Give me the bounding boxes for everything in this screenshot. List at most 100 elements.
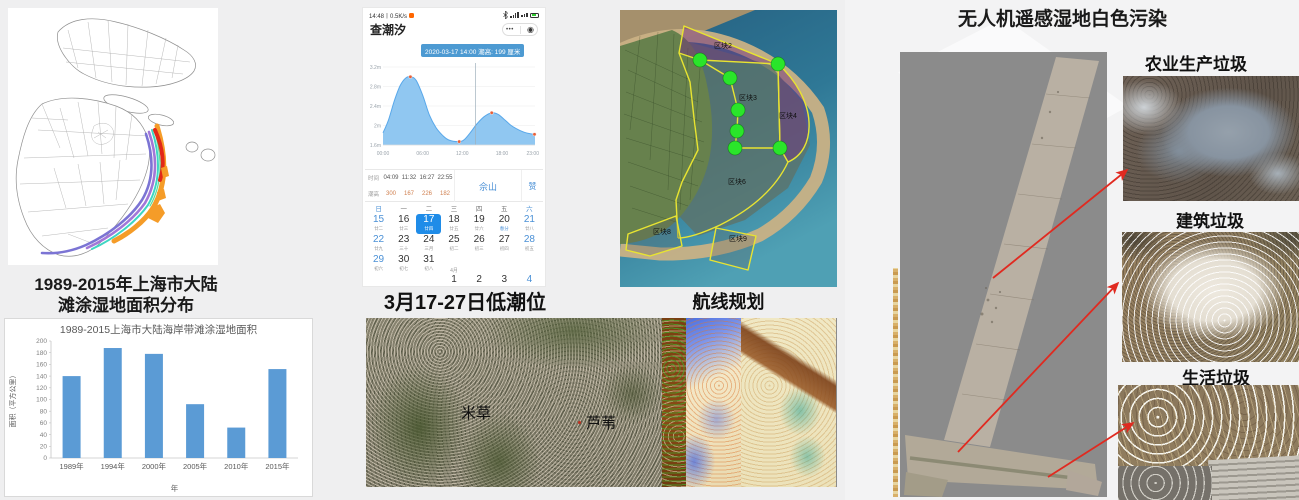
household-waste-photo — [1118, 385, 1299, 500]
waypoint-dot[interactable] — [730, 102, 746, 118]
tide-extremes-table: 时间 04:09 11:32 16:27 22:55 佘山 赞 潮高 300 1… — [365, 169, 543, 202]
tide-curve-chart[interactable]: 3.2m 2.8m 2.4m 2m 1.6m 00:00 06:00 12:00 18:00 23… — [365, 55, 541, 167]
calendar-day[interactable]: 28 初五 — [523, 234, 535, 251]
table-cell: 22:55 — [437, 175, 453, 181]
classification-strip-3 — [741, 318, 836, 487]
construction-waste-photo — [1122, 232, 1299, 362]
calendar-day[interactable]: 4月 1 — [450, 268, 458, 285]
calendar-day[interactable]: 27 初四 — [498, 234, 510, 251]
block-labels: 区块2 区块3 区块4 区块6 区块8 区块9 — [653, 41, 797, 243]
flight-route-map: 区块2 区块3 区块4 区块6 区块8 区块9 — [617, 10, 837, 287]
bluetooth-icon — [503, 11, 508, 19]
vegetation-photo: 米草 芦苇 — [366, 318, 662, 487]
submerged-flats — [678, 40, 810, 236]
table-header-height: 潮高 — [367, 192, 379, 198]
agricultural-waste-photo — [1123, 76, 1299, 201]
station-name[interactable]: 佘山 — [454, 170, 521, 202]
calendar-day[interactable]: 31 初八 — [423, 254, 435, 271]
svg-text:60: 60 — [40, 420, 48, 427]
waypoint-dot[interactable] — [729, 123, 745, 139]
classification-strip-2 — [686, 318, 741, 487]
table-cell: 11:32 — [401, 175, 417, 181]
route-map-caption: 航线规划 — [692, 292, 765, 312]
like-button[interactable]: 赞 — [521, 170, 543, 202]
calendar-day[interactable]: 30 初七 — [398, 254, 410, 271]
block4-polygon — [777, 63, 810, 163]
left-map-title-line2: 滩涂湿地面积分布 — [58, 296, 194, 316]
app-title: 查潮汐 — [370, 23, 407, 37]
svg-text:2.4m: 2.4m — [370, 104, 381, 110]
svg-text:20: 20 — [40, 444, 48, 451]
table-cell: 182 — [439, 191, 450, 197]
block9-polygon — [709, 227, 757, 271]
calendar-day[interactable]: 26 初三 — [473, 234, 485, 251]
svg-text:140: 140 — [36, 373, 47, 380]
waypoint-dots — [692, 52, 788, 156]
calendar-day[interactable]: 16 廿三 — [398, 214, 410, 231]
right-panel-title: 无人机遥感湿地白色污染 — [957, 9, 1167, 30]
table-cell: 16:27 — [419, 175, 435, 181]
app-header: 查潮汐 ••• ◉ — [363, 21, 545, 38]
calendar-grid: 15 廿二 16 廿三 17 廿四 18 廿五 19 廿六 20 春分 21 廿八 22 廿九 23 三十 24 三月… — [366, 214, 542, 286]
block-label: 区块4 — [779, 111, 797, 120]
dike-foot — [904, 472, 948, 497]
district-borders — [19, 19, 191, 245]
menu-dots-button[interactable]: ••• — [506, 26, 514, 33]
phone-caption: 3月17-27日低潮位 — [383, 292, 547, 314]
signal-icon — [510, 12, 519, 18]
calendar-day[interactable]: 2 — [476, 274, 482, 285]
tide-tooltip: 2020-03-17 14:00 潮高: 199 厘米 — [421, 44, 525, 57]
calendar-day[interactable]: 20 春分 — [498, 214, 510, 231]
calendar-day[interactable]: 17 廿四 — [416, 214, 442, 234]
coastline-route — [675, 52, 699, 239]
vegetation-aerial-panel: 米草 芦苇 — [366, 318, 837, 487]
block-label: 区块9 — [729, 234, 747, 243]
waypoint-dot[interactable] — [722, 70, 738, 86]
svg-text:面积（平方公里）: 面积（平方公里） — [8, 372, 17, 428]
block6-route — [677, 161, 789, 239]
weekday-label: 五 — [501, 206, 508, 213]
calendar-day[interactable]: 24 三月 — [423, 234, 435, 251]
calendar-day[interactable]: 3 — [501, 274, 508, 285]
table-header-time: 时间 — [367, 176, 379, 182]
left-map-title: 1989-2015年上海市大陆 滩涂湿地面积分布 — [0, 274, 252, 317]
svg-text:2m: 2m — [374, 123, 381, 129]
concrete-steps — [1207, 455, 1299, 500]
waypoint-dot[interactable] — [772, 140, 788, 156]
outer-flat-patches — [148, 166, 169, 223]
block-label: 区块8 — [653, 227, 671, 236]
waypoint-dot[interactable] — [692, 52, 708, 68]
waypoint-dot[interactable] — [727, 140, 743, 156]
calendar-day[interactable]: 4 — [526, 274, 533, 285]
calendar-day — [416, 274, 441, 286]
field-grid — [623, 31, 705, 223]
calendar-day[interactable]: 15 廿二 — [373, 214, 385, 231]
svg-text:120: 120 — [36, 385, 47, 392]
calendar-day[interactable]: 19 廿六 — [473, 214, 485, 231]
table-cell: 04:09 — [383, 175, 399, 181]
svg-text:100: 100 — [36, 397, 47, 404]
calendar-day[interactable]: 23 三十 — [398, 234, 410, 251]
calendar-day — [467, 254, 492, 274]
calendar-day[interactable]: 25 初二 — [448, 234, 460, 251]
waypoint-dot[interactable] — [770, 56, 786, 72]
hengsha-island — [147, 113, 175, 127]
sim-signal-icon — [521, 12, 528, 18]
left-map-title-line1: 1989-2015年上海市大陆 — [34, 275, 218, 294]
wetland-area-bar-chart: 1989-2015上海市大陆海岸带滩涂湿地面积 0 20 40 60 80 100 120 14… — [4, 318, 313, 497]
calendar-day[interactable]: 18 廿五 — [448, 214, 460, 231]
weekday-label: 六 — [526, 206, 533, 213]
svg-text:1994年: 1994年 — [101, 461, 126, 471]
calendar-day — [391, 274, 416, 286]
weekday-header: 日一二三四五六 — [366, 203, 542, 213]
svg-text:06:00: 06:00 — [416, 151, 429, 157]
calendar-day[interactable]: 22 廿九 — [373, 234, 385, 251]
calendar-day[interactable]: 21 廿八 — [523, 214, 535, 231]
construction-waste-label: 建筑垃圾 — [1176, 212, 1244, 231]
calendar-day[interactable]: 29 初六 — [373, 254, 385, 271]
block8-polygon — [625, 215, 683, 257]
svg-text:23:00: 23:00 — [526, 151, 539, 157]
status-time-speed: 14:48丨0.5K/s — [369, 13, 408, 20]
close-circle-button[interactable]: ◉ — [526, 24, 534, 34]
month-label: 4月 — [450, 268, 458, 274]
